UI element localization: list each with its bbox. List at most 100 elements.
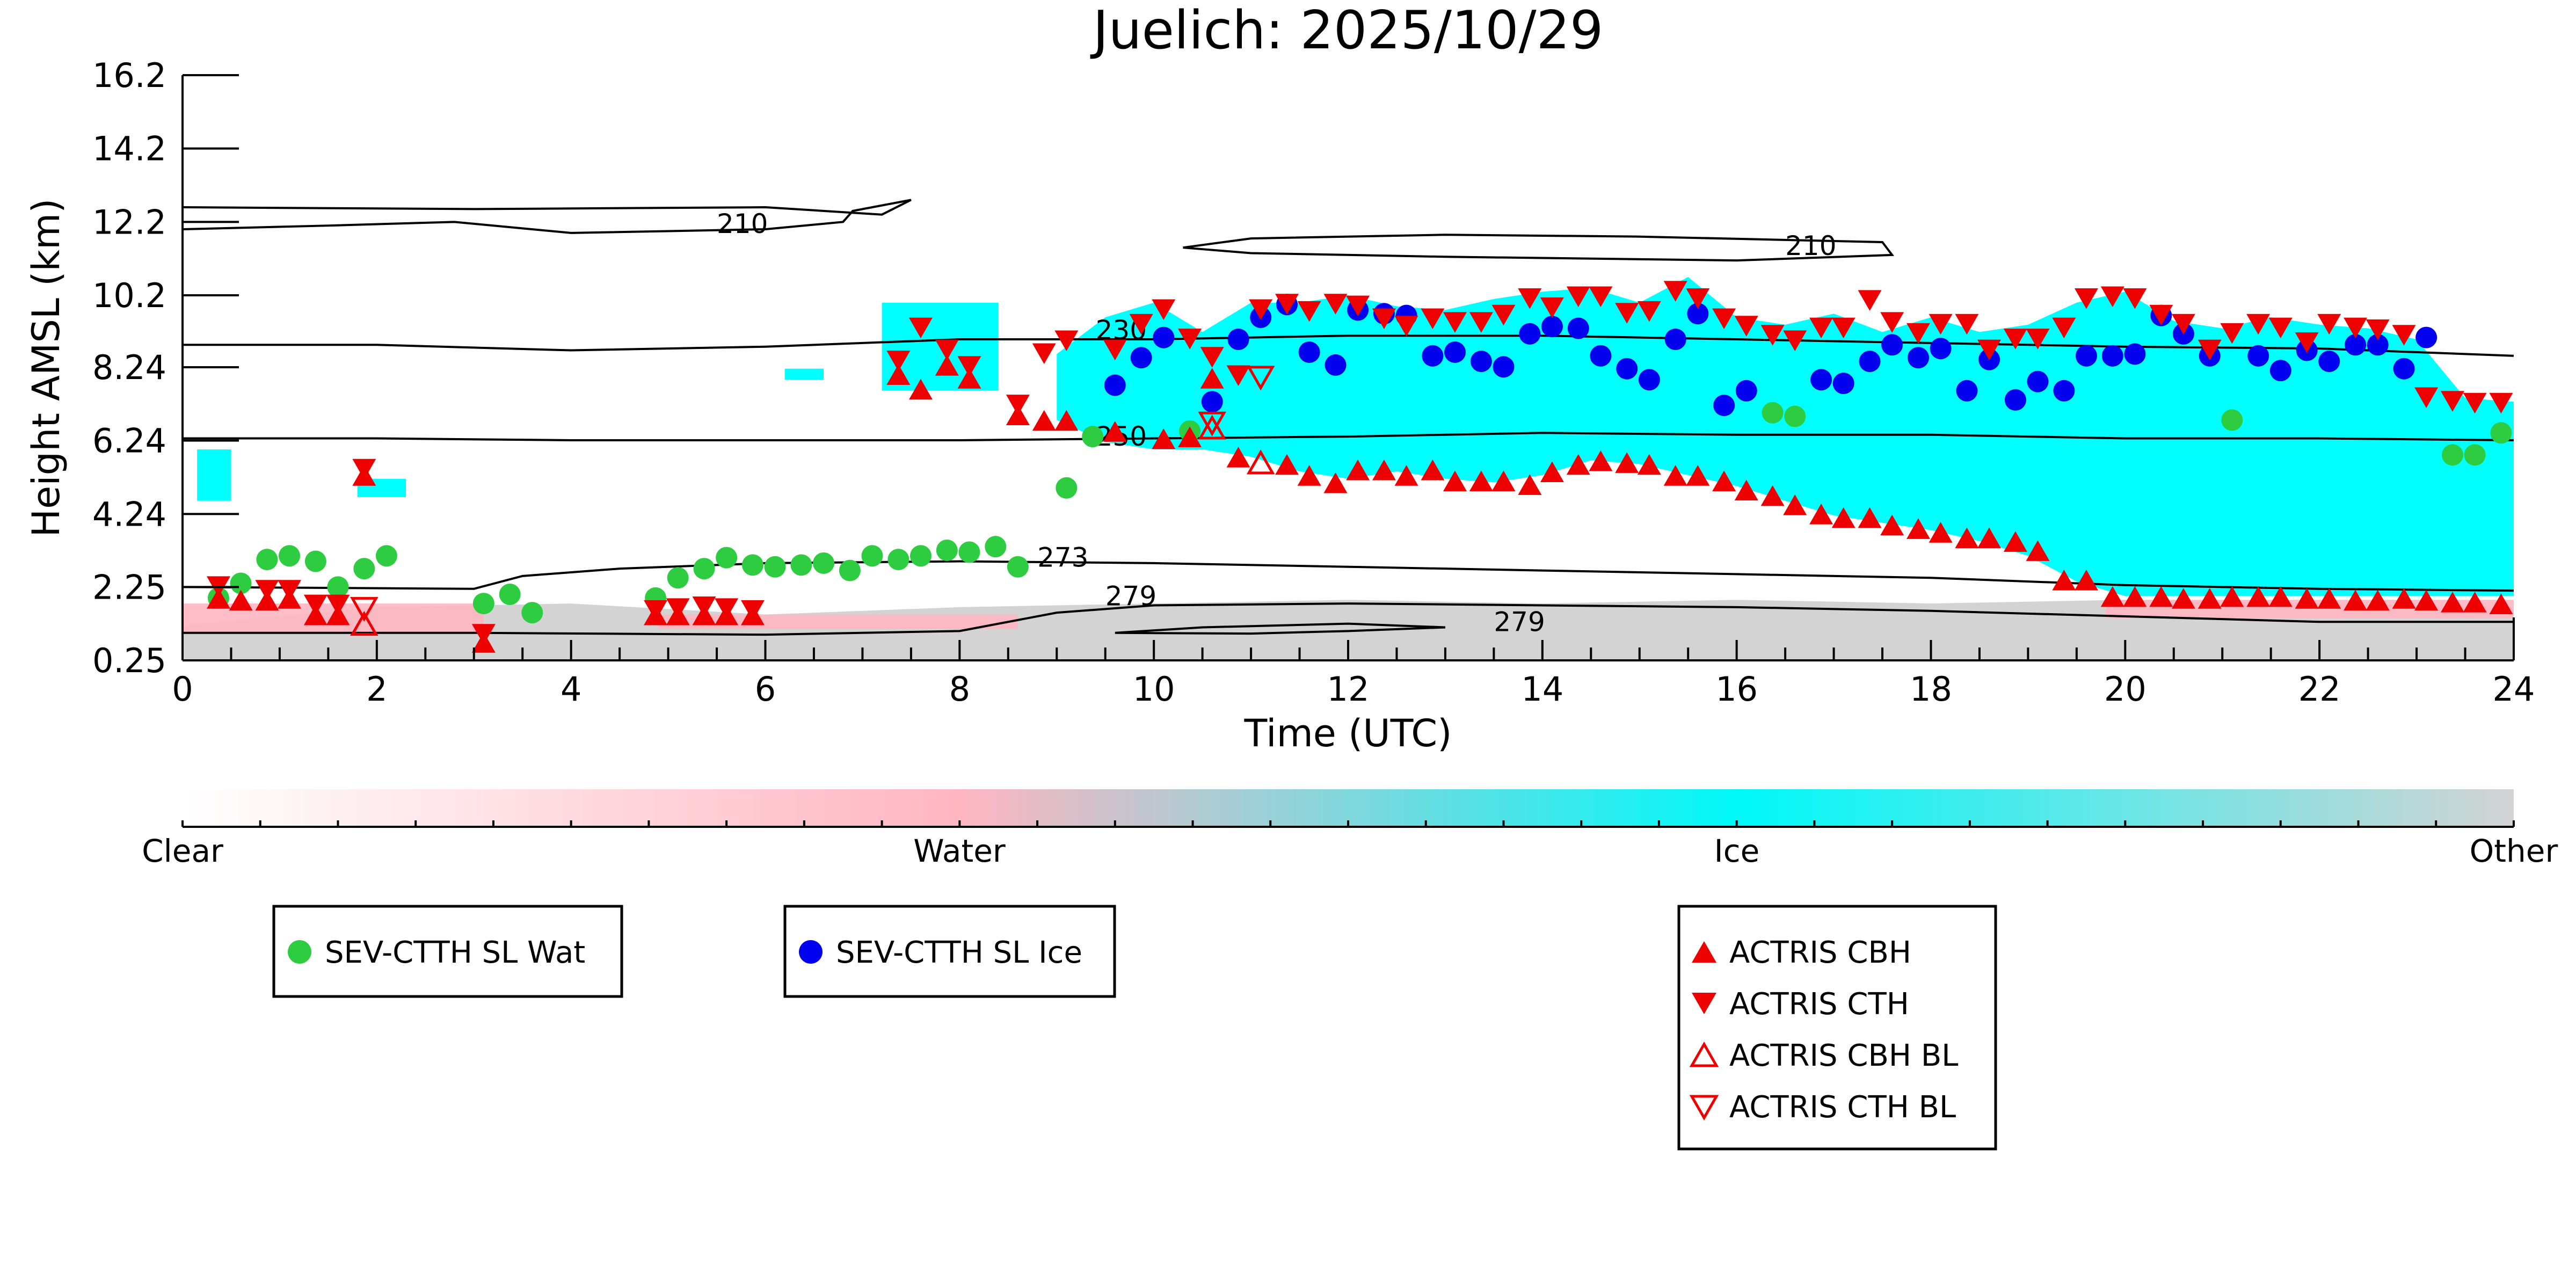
data-point xyxy=(2415,326,2437,348)
data-point xyxy=(2441,391,2465,412)
data-point xyxy=(255,580,279,601)
data-point xyxy=(1566,454,1590,475)
data-point xyxy=(2003,531,2027,552)
y-tick-label: 2.25 xyxy=(92,567,166,607)
colorbar-label-other: Other xyxy=(2470,833,2558,869)
data-point xyxy=(1249,299,1273,320)
data-point xyxy=(741,554,763,576)
data-point xyxy=(1152,299,1176,320)
data-point xyxy=(886,364,911,385)
data-point xyxy=(1735,380,1757,402)
data-point xyxy=(1541,316,1563,338)
data-point xyxy=(2367,334,2389,356)
y-tick-label: 4.24 xyxy=(92,494,166,534)
data-point xyxy=(2344,317,2368,339)
data-point xyxy=(350,611,379,636)
data-point xyxy=(1518,288,1542,309)
data-point xyxy=(1566,286,1590,308)
data-point xyxy=(1130,347,1152,369)
x-tick-label: 12 xyxy=(1327,670,1370,709)
data-point xyxy=(1493,356,1515,378)
data-point xyxy=(2295,588,2319,609)
data-point xyxy=(909,545,932,567)
x-tick-label: 20 xyxy=(2104,670,2146,709)
data-point xyxy=(2489,392,2513,414)
data-point xyxy=(1831,507,1855,528)
legend-label: ACTRIS CBH BL xyxy=(1729,1038,1958,1073)
data-point xyxy=(644,600,668,621)
data-point xyxy=(1734,479,1758,501)
data-point xyxy=(887,549,909,571)
legend-marker-triangle-down-filled xyxy=(1692,993,1716,1014)
legend-box xyxy=(272,905,623,998)
data-point xyxy=(471,624,496,645)
ice-region xyxy=(197,449,231,501)
data-point xyxy=(1956,380,1978,402)
data-point xyxy=(1664,329,1686,351)
data-point xyxy=(1227,329,1249,351)
data-point xyxy=(2392,325,2416,346)
data-point xyxy=(692,596,716,617)
contour-line xyxy=(1183,234,1895,262)
y-tick-label: 14.2 xyxy=(92,129,166,169)
legend-sev-wat: SEV-CTTH SL Wat xyxy=(272,905,623,998)
data-point xyxy=(1637,301,1661,322)
data-point xyxy=(1859,351,1881,373)
y-axis-label: Height AMSL (km) xyxy=(24,199,68,537)
data-point xyxy=(958,541,980,563)
data-point xyxy=(1590,345,1612,367)
data-point xyxy=(2345,334,2367,356)
data-point xyxy=(2123,586,2147,607)
data-point xyxy=(1762,402,1784,424)
y-tick-label: 0.25 xyxy=(92,641,166,680)
data-point xyxy=(1372,460,1396,481)
data-point xyxy=(1421,308,1445,330)
data-point xyxy=(2149,586,2173,607)
data-point xyxy=(1323,472,1348,493)
data-point xyxy=(256,549,278,571)
data-point xyxy=(1637,454,1661,475)
legend-label: SEV-CTTH SL Wat xyxy=(325,935,585,970)
y-tick-label: 16.2 xyxy=(92,56,166,95)
data-point xyxy=(2247,345,2269,367)
data-point xyxy=(2269,360,2291,382)
y-tick-label: 8.24 xyxy=(92,348,166,387)
data-point xyxy=(2026,540,2050,561)
series-actris-cth-bl xyxy=(350,366,1275,622)
data-point xyxy=(1032,343,1056,364)
data-point xyxy=(303,594,328,616)
data-point xyxy=(1297,301,1321,322)
ice-region xyxy=(784,368,824,380)
series-actris-cbh-bl xyxy=(350,414,1275,636)
data-point xyxy=(666,598,690,619)
data-point xyxy=(350,596,379,622)
data-point xyxy=(1444,341,1466,363)
x-ticks: 0 2 4 6 8 10 12 14 16 18 20 22 24 xyxy=(172,640,2535,709)
data-point xyxy=(764,556,786,578)
data-point xyxy=(1589,450,1613,471)
data-point xyxy=(1615,303,1639,324)
data-point xyxy=(936,539,958,561)
data-point xyxy=(985,536,1007,558)
data-point xyxy=(1810,369,1832,391)
data-point xyxy=(1104,374,1126,396)
data-point xyxy=(1178,329,1202,350)
x-tick-label: 6 xyxy=(755,670,776,709)
data-point xyxy=(2123,288,2147,309)
legend-box xyxy=(783,905,1116,998)
x-tick-label: 22 xyxy=(2298,670,2341,709)
data-point xyxy=(2197,339,2222,361)
data-point xyxy=(2317,314,2341,335)
data-point xyxy=(1198,411,1227,436)
x-tick-label: 2 xyxy=(366,670,387,709)
contour-line xyxy=(183,334,2514,357)
data-point xyxy=(1712,308,1736,330)
data-point xyxy=(2489,593,2513,614)
data-point xyxy=(1153,326,1175,348)
x-tick-label: 10 xyxy=(1133,670,1175,709)
data-point xyxy=(2100,286,2124,308)
data-point xyxy=(2171,588,2195,609)
data-point xyxy=(2220,323,2244,344)
data-point xyxy=(1298,341,1320,363)
x-tick-label: 0 xyxy=(172,670,193,709)
